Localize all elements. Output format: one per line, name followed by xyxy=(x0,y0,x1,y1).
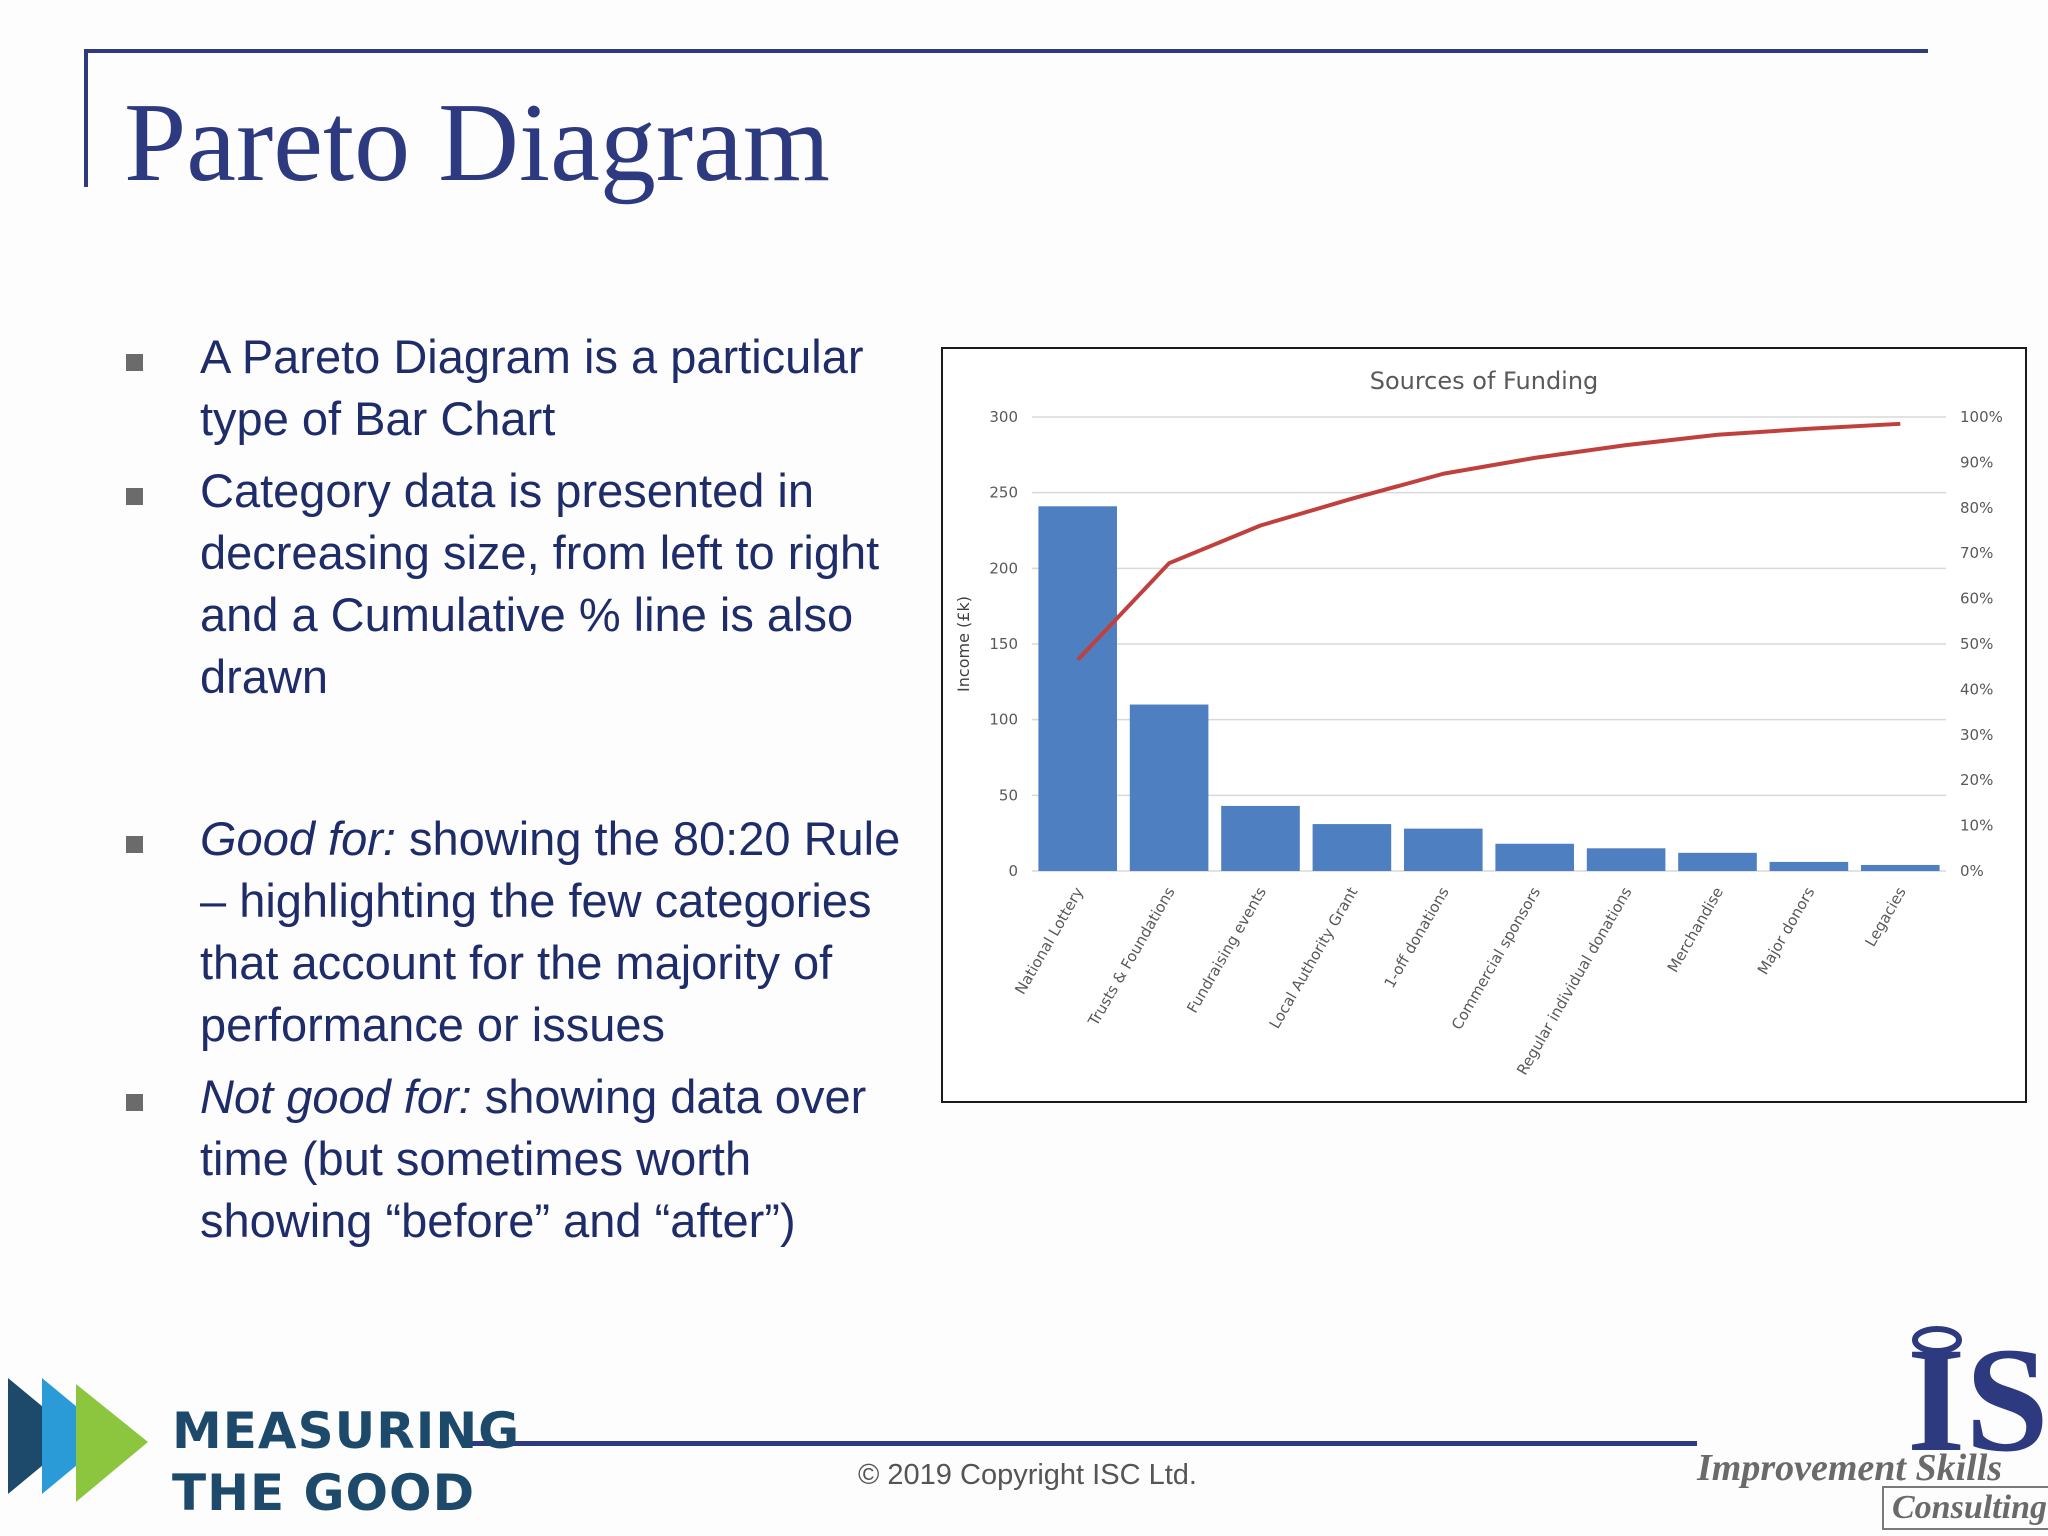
y-tick-label: 250 xyxy=(989,484,1018,502)
isc-name: Improvement Skills xyxy=(1697,1447,2003,1489)
title-top-rule xyxy=(84,49,1928,53)
wordmark-line2: THE GOOD xyxy=(172,1464,476,1522)
slide-title: Pareto Diagram xyxy=(124,81,830,205)
y2-tick-label: 50% xyxy=(1960,635,1993,653)
bullet-text: A Pareto Diagram is a particular type of… xyxy=(200,330,864,445)
bullet-square-icon xyxy=(126,1094,143,1111)
y2-tick-label: 0% xyxy=(1960,862,1984,880)
y2-tick-label: 40% xyxy=(1960,680,1993,698)
footer-rule xyxy=(467,1441,1697,1446)
bar xyxy=(1769,861,1849,871)
bar xyxy=(1221,805,1300,871)
x-tick-label: Local Authority Grant xyxy=(1266,884,1362,1032)
y2-tick-label: 60% xyxy=(1960,590,1993,608)
wordmark-line1: MEASURING xyxy=(172,1402,521,1460)
x-tick-label: 1-off donations xyxy=(1380,884,1452,991)
y2-tick-label: 20% xyxy=(1960,771,1993,789)
measuring-the-good-logo-icon xyxy=(8,1378,148,1502)
y2-tick-label: 90% xyxy=(1960,453,1993,471)
x-tick-label: Fundraising events xyxy=(1183,884,1270,1016)
bullet-text: showing the 80:20 Rule – highlighting th… xyxy=(200,812,901,1051)
bullet-text: showing data over time (but sometimes wo… xyxy=(200,1070,867,1247)
bar xyxy=(1129,704,1209,871)
bullet-square-icon xyxy=(126,836,143,853)
bar xyxy=(1038,506,1118,871)
x-tick-label: Merchandise xyxy=(1664,884,1727,975)
isc-sub: Consulting xyxy=(1882,1486,2048,1530)
y2-tick-label: 70% xyxy=(1960,544,1993,562)
bullet-item: Category data is presented in decreasing… xyxy=(124,460,924,708)
y-tick-label: 150 xyxy=(989,635,1018,653)
y2-tick-label: 10% xyxy=(1960,817,1993,835)
x-tick-label: Legacies xyxy=(1861,884,1909,950)
y2-tick-label: 30% xyxy=(1960,726,1993,744)
pareto-chart: 0 50 100 150 200 250 300 0% 10% 20% 30% 40% 50% 60% 70… xyxy=(941,347,2027,1103)
measuring-the-good-wordmark: MEASURING THE GOOD xyxy=(172,1400,520,1524)
y-tick-label: 300 xyxy=(989,408,1018,426)
bullet-list: A Pareto Diagram is a particular type of… xyxy=(124,326,924,1252)
bar xyxy=(1403,828,1483,871)
bar xyxy=(1678,852,1757,871)
copyright-text: © 2019 Copyright ISC Ltd. xyxy=(858,1459,1197,1491)
cumulative-line-series xyxy=(1076,421,1901,662)
chart-title: Sources of Funding xyxy=(1370,367,1599,395)
bullet-lead: Good for: xyxy=(200,812,396,865)
bar-series xyxy=(1038,506,1940,871)
x-tick-label: Trusts & Foundations xyxy=(1084,884,1179,1030)
bar xyxy=(1860,864,1940,871)
bullet-item: Good for: showing the 80:20 Rule – highl… xyxy=(124,808,924,1056)
isc-mark: IS xyxy=(1907,1318,2045,1483)
y-tick-label: 50 xyxy=(999,786,1018,804)
bullet-text: Category data is presented in decreasing… xyxy=(200,464,880,703)
bullet-square-icon xyxy=(126,488,143,505)
chart-svg: 0 50 100 150 200 250 300 0% 10% 20% 30% 40% 50% 60% 70… xyxy=(954,367,2003,1078)
y2-tick-label: 80% xyxy=(1960,499,1993,517)
isc-logo-icon: IS xyxy=(1907,1318,2045,1483)
x-tick-label: Major donors xyxy=(1754,884,1819,978)
y-tick-label: 100 xyxy=(989,711,1018,729)
y-tick-label: 200 xyxy=(989,559,1018,577)
bullet-square-icon xyxy=(126,354,143,371)
bullet-item: Not good for: showing data over time (bu… xyxy=(124,1066,924,1252)
y2-tick-label: 100% xyxy=(1960,408,2003,426)
bar xyxy=(1495,843,1575,871)
x-tick-label: National Lottery xyxy=(1011,884,1087,998)
bullet-lead: Not good for: xyxy=(200,1070,472,1123)
bullet-item: A Pareto Diagram is a particular type of… xyxy=(124,326,924,450)
title-left-rule xyxy=(84,49,88,187)
y-axis-title: Income (£k) xyxy=(954,596,973,692)
cumulative-line xyxy=(1076,421,1901,662)
bar xyxy=(1312,824,1392,871)
bar xyxy=(1586,848,1666,871)
x-tick-label: Commercial sponsors xyxy=(1448,884,1544,1033)
y-tick-label: 0 xyxy=(1008,862,1018,880)
